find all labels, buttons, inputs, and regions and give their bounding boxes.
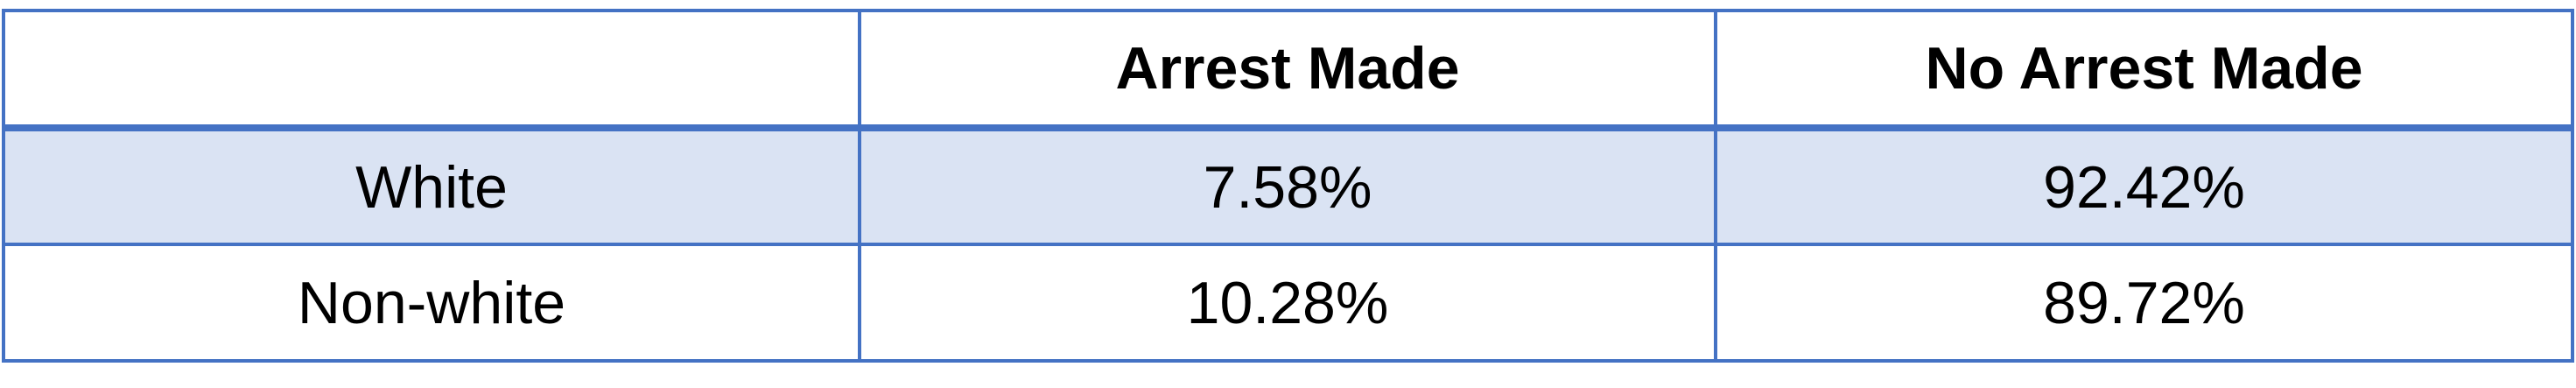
arrest-rate-table-container: Arrest Made No Arrest Made White 7.58% 9… bbox=[2, 9, 2574, 363]
cell-white-arrest-made: 7.58% bbox=[858, 126, 1717, 246]
cell-non-white-arrest-made: 10.28% bbox=[858, 243, 1717, 363]
cell-white-no-arrest-made: 92.42% bbox=[1714, 126, 2574, 246]
row-label-white: White bbox=[2, 126, 861, 246]
header-arrest-made: Arrest Made bbox=[858, 9, 1717, 131]
row-label-non-white: Non-white bbox=[2, 243, 861, 363]
arrest-rate-table: Arrest Made No Arrest Made White 7.58% 9… bbox=[2, 9, 2574, 363]
header-empty-cell bbox=[2, 9, 861, 131]
cell-non-white-no-arrest-made: 89.72% bbox=[1714, 243, 2574, 363]
header-no-arrest-made: No Arrest Made bbox=[1714, 9, 2574, 131]
table-header-row: Arrest Made No Arrest Made bbox=[2, 9, 2574, 131]
table-row-non-white: Non-white 10.28% 89.72% bbox=[2, 243, 2574, 363]
table-row-white: White 7.58% 92.42% bbox=[2, 126, 2574, 246]
